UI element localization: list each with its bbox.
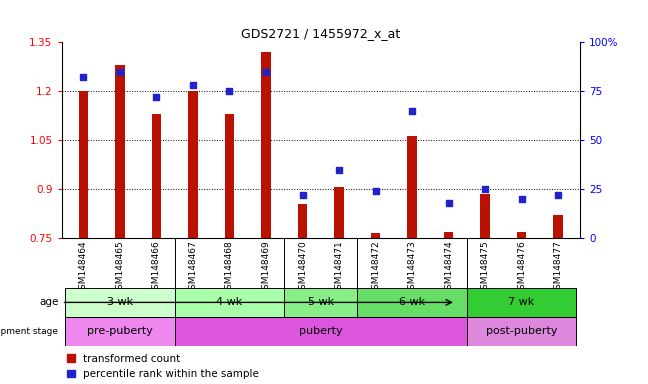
Bar [175,288,284,317]
Text: GSM148466: GSM148466 [152,240,161,295]
Point [371,188,381,194]
Bar [371,233,380,238]
Bar [175,317,467,346]
Point [334,167,344,173]
Point [115,69,125,75]
Point [553,192,563,198]
Text: GSM148477: GSM148477 [553,240,562,295]
Point [516,196,527,202]
Point [480,186,491,192]
Text: GSM148464: GSM148464 [79,240,88,295]
Bar [408,136,417,238]
Text: 5 wk: 5 wk [308,297,334,308]
Text: pre-puberty: pre-puberty [87,326,153,336]
Text: 3 wk: 3 wk [107,297,133,308]
Text: GSM148467: GSM148467 [189,240,198,295]
Text: GSM148470: GSM148470 [298,240,307,295]
Bar [152,114,161,238]
Text: 7 wk: 7 wk [509,297,535,308]
Bar [467,317,576,346]
Text: GSM148471: GSM148471 [334,240,343,295]
Bar [115,65,124,238]
Bar [65,288,175,317]
Text: age: age [39,297,58,308]
Text: GSM148465: GSM148465 [115,240,124,295]
Bar [517,232,526,238]
Text: GSM148473: GSM148473 [408,240,417,295]
Text: post-puberty: post-puberty [486,326,557,336]
Text: GSM148472: GSM148472 [371,240,380,295]
Bar [225,114,234,238]
Point [224,88,235,94]
Bar [298,204,307,238]
Bar [65,317,175,346]
Point [260,69,271,75]
Bar [284,288,357,317]
Text: GSM148475: GSM148475 [481,240,489,295]
Text: GSM148474: GSM148474 [444,240,453,295]
Point [188,82,198,88]
Text: GSM148468: GSM148468 [225,240,234,295]
Bar [189,91,198,238]
Title: GDS2721 / 1455972_x_at: GDS2721 / 1455972_x_at [241,26,400,40]
Point [297,192,308,198]
Text: GSM148469: GSM148469 [262,240,270,295]
Point [78,74,89,81]
Bar [261,52,271,238]
Bar [79,91,88,238]
Bar [357,288,467,317]
Text: puberty: puberty [299,326,343,336]
Text: development stage: development stage [0,327,58,336]
Text: GSM148476: GSM148476 [517,240,526,295]
Point [151,94,161,100]
Text: 4 wk: 4 wk [216,297,242,308]
Bar [467,288,576,317]
Point [443,200,454,206]
Bar [334,187,343,238]
Legend: transformed count, percentile rank within the sample: transformed count, percentile rank withi… [67,354,259,379]
Bar [480,194,490,238]
Bar [553,215,562,238]
Bar [444,232,453,238]
Point [407,108,417,114]
Text: 6 wk: 6 wk [399,297,425,308]
